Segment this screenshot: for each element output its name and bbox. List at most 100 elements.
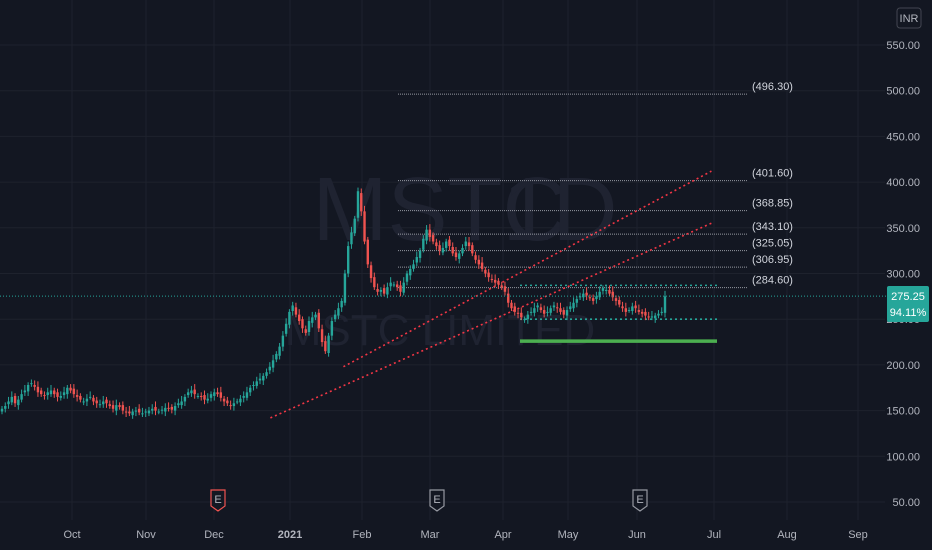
candle-body — [451, 246, 454, 254]
candle-body — [36, 386, 40, 393]
candle-body — [108, 404, 111, 407]
candle-body — [229, 405, 232, 407]
y-tick-label: 50.00 — [892, 497, 920, 509]
candle-body — [304, 329, 307, 333]
candle-body — [75, 395, 79, 397]
candle-body — [346, 246, 350, 274]
candle-body — [124, 411, 128, 413]
fib-level-label: (496.30) — [752, 81, 793, 93]
candle-body — [382, 288, 386, 294]
candle-body — [200, 395, 203, 397]
candle-body — [262, 375, 265, 381]
price-axis[interactable]: 50.00100.00150.00200.00250.00300.00350.0… — [886, 40, 920, 509]
candle-body — [183, 396, 187, 402]
candle-body — [516, 312, 520, 314]
candle-body — [20, 394, 23, 400]
x-tick-label: 2021 — [278, 529, 302, 541]
candle-body — [213, 392, 216, 396]
candle-body — [360, 193, 363, 212]
earnings-marker-label: E — [214, 494, 221, 506]
candle-body — [376, 289, 379, 292]
x-tick-label: Nov — [136, 529, 156, 541]
fib-level-label: (368.85) — [752, 198, 793, 210]
candle-body — [284, 323, 288, 334]
candle-body — [539, 307, 543, 311]
candle-body — [556, 307, 559, 309]
y-tick-label: 100.00 — [886, 451, 920, 463]
candle-body — [85, 398, 89, 402]
earnings-marker-shape — [632, 489, 648, 512]
candle-body — [10, 396, 13, 403]
candle-body — [307, 321, 311, 332]
candle-body — [474, 255, 477, 260]
candle-body — [601, 288, 605, 291]
candle-body — [559, 308, 562, 312]
candle-body — [317, 312, 321, 329]
candle-body — [177, 403, 180, 406]
candle-body — [23, 390, 27, 393]
candle-body — [160, 409, 164, 411]
candle-body — [650, 316, 654, 318]
candle-body — [611, 291, 614, 298]
candle-body — [618, 300, 621, 305]
symbol-watermark: MSTC 1D MSTC LIMITED — [285, 160, 618, 355]
y-tick-label: 350.00 — [886, 223, 920, 235]
candle-body — [128, 411, 131, 414]
candle-body — [144, 411, 147, 413]
fib-level-label: (284.60) — [752, 275, 793, 287]
candle-body — [7, 401, 10, 405]
y-tick-label: 500.00 — [886, 86, 920, 98]
x-tick-label: Dec — [204, 529, 224, 541]
candle-body — [82, 401, 85, 403]
time-axis[interactable]: Oct Nov Dec 2021 Feb Mar Apr May Jun Jul Aug Sep — [63, 529, 867, 541]
candle-body — [154, 406, 157, 411]
x-tick-label: Jul — [707, 529, 721, 541]
candle-body — [562, 310, 565, 315]
candle-body — [487, 272, 490, 278]
candle-body — [366, 239, 369, 265]
candle-body — [216, 392, 219, 395]
candle-body — [467, 242, 471, 247]
candle-body — [219, 392, 223, 398]
candle-body — [49, 390, 53, 395]
candle-body — [164, 407, 167, 412]
candle-body — [464, 241, 467, 247]
candle-body — [654, 315, 657, 319]
candle-body — [409, 268, 412, 276]
y-tick-label: 200.00 — [886, 360, 920, 372]
candle-body — [43, 395, 46, 397]
candle-body — [131, 411, 134, 416]
candle-body — [520, 312, 523, 318]
candle-body — [26, 385, 30, 392]
candle-body — [356, 191, 360, 218]
x-tick-label: Aug — [777, 529, 797, 541]
candle-body — [340, 300, 343, 308]
candle-body — [311, 317, 314, 323]
candle-body — [39, 390, 43, 395]
candle-body — [98, 404, 102, 406]
currency-badge[interactable]: INR — [896, 7, 922, 29]
candle-body — [268, 366, 272, 371]
candle-body — [386, 287, 389, 295]
candle-body — [190, 390, 193, 394]
candle-body — [477, 259, 481, 265]
candle-body — [258, 378, 262, 381]
candle-body — [418, 250, 422, 258]
candle-body — [591, 298, 595, 301]
candle-body — [350, 232, 353, 245]
candle-body — [226, 400, 229, 404]
candle-body — [59, 395, 62, 398]
candle-body — [242, 395, 245, 398]
candle-body — [151, 408, 154, 411]
candle-body — [513, 306, 516, 312]
candle-body — [582, 293, 585, 298]
candle-body — [565, 310, 569, 316]
candle-body — [438, 245, 441, 251]
candle-body — [448, 239, 451, 247]
last-price-change: 94.11% — [890, 307, 927, 319]
candle-body — [644, 311, 647, 316]
candle-body — [173, 406, 177, 411]
candle-body — [141, 413, 144, 415]
